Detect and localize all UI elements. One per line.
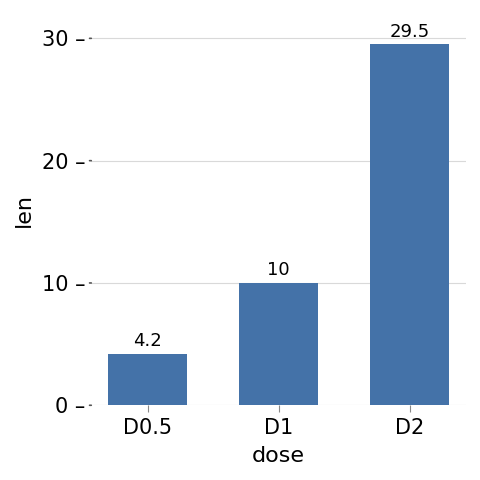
Bar <box>371 45 449 405</box>
Bar <box>240 283 318 405</box>
Text: 29.5: 29.5 <box>390 23 430 41</box>
X-axis label: dose: dose <box>252 446 305 466</box>
Bar <box>108 354 187 405</box>
Y-axis label: len: len <box>14 192 34 227</box>
Text: 4.2: 4.2 <box>133 332 162 350</box>
Text: 10: 10 <box>267 261 290 279</box>
